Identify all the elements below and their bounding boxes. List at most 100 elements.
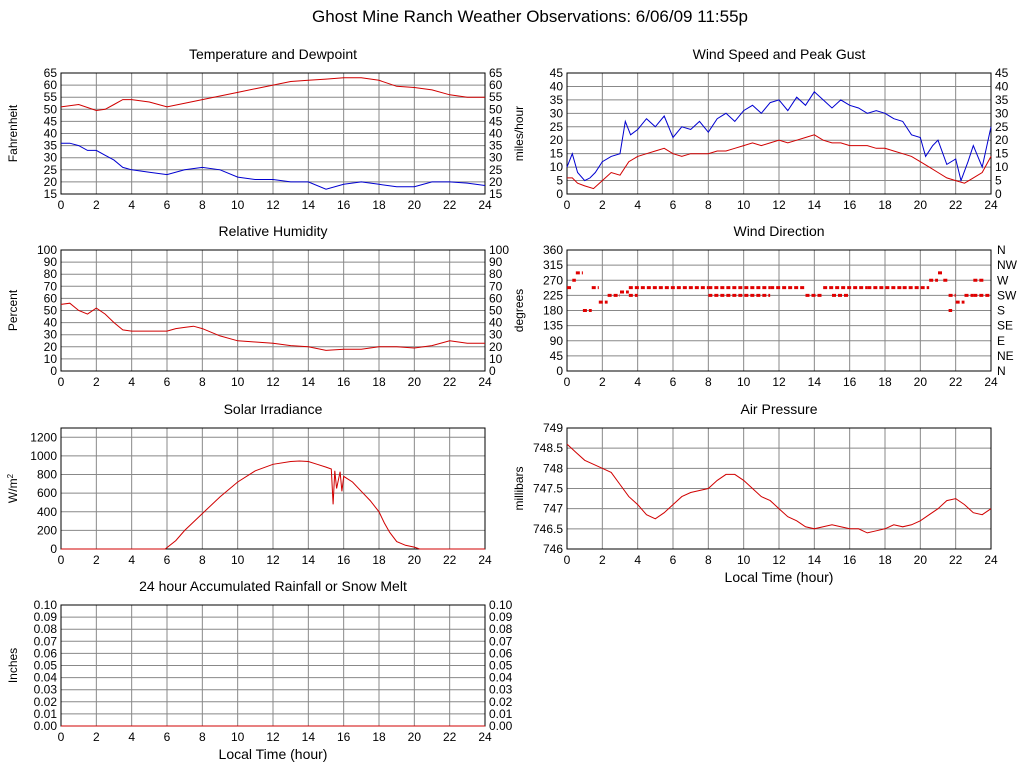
x-tick-label: 12 — [266, 198, 280, 212]
series-line-0 — [566, 443, 992, 534]
y-tick-label: 225 — [543, 288, 563, 302]
chart-title: 24 hour Accumulated Rainfall or Snow Mel… — [139, 578, 407, 594]
y-tick-label-right: 0.10 — [489, 598, 513, 612]
chart-title: Relative Humidity — [219, 223, 328, 239]
x-tick-label: 4 — [634, 375, 641, 389]
y-tick-label: 200 — [37, 523, 57, 537]
y-tick-label-right: 65 — [489, 66, 503, 80]
x-tick-label: 2 — [599, 198, 606, 212]
x-tick-label: 2 — [93, 730, 100, 744]
compass-label: SW — [997, 288, 1017, 302]
y-tick-label: 135 — [543, 319, 563, 333]
plot-frame — [566, 249, 992, 372]
y-tick-label: 0.00 — [34, 719, 58, 733]
compass-label: SE — [997, 319, 1013, 333]
y-tick-label: 400 — [37, 505, 57, 519]
y-tick-label: 0 — [556, 364, 563, 378]
y-tick-label: 5 — [556, 174, 563, 188]
y-tick-label: 15 — [44, 187, 58, 201]
y-tick-label: 25 — [44, 163, 58, 177]
y-tick-label: 50 — [44, 304, 58, 318]
y-tick-label-right: 30 — [995, 106, 1009, 120]
x-tick-label: 14 — [302, 198, 316, 212]
chart-title: Wind Speed and Peak Gust — [693, 46, 866, 62]
y-tick-label: 30 — [44, 328, 58, 342]
y-axis-label: Percent — [6, 289, 20, 331]
y-tick-label: 65 — [44, 66, 58, 80]
y-tick-label: 25 — [550, 120, 564, 134]
chart-title: Solar Irradiance — [224, 401, 323, 417]
y-tick-label: 748.5 — [533, 441, 563, 455]
y-tick-label: 315 — [543, 258, 563, 272]
y-tick-label-right: 35 — [995, 93, 1009, 107]
chart-title: Temperature and Dewpoint — [189, 46, 357, 62]
x-tick-label: 12 — [772, 198, 786, 212]
y-tick-label: 40 — [44, 316, 58, 330]
y-tick-label-right: 20 — [995, 133, 1009, 147]
y-tick-label: 10 — [44, 352, 58, 366]
compass-label: N — [997, 364, 1006, 378]
x-tick-label: 16 — [843, 198, 857, 212]
x-tick-label: 20 — [914, 198, 928, 212]
x-tick-label: 10 — [231, 553, 245, 567]
x-tick-label: 8 — [199, 375, 206, 389]
x-tick-label: 4 — [634, 553, 641, 567]
y-tick-label-right: 20 — [489, 340, 503, 354]
plot-frame — [60, 249, 486, 372]
x-tick-label: 4 — [128, 553, 135, 567]
x-tick-label: 20 — [914, 553, 928, 567]
y-tick-label: 45 — [550, 66, 564, 80]
y-tick-label: 0.04 — [34, 671, 58, 685]
y-tick-label-right: 20 — [489, 175, 503, 189]
x-tick-label: 6 — [164, 730, 171, 744]
y-tick-label-right: 50 — [489, 304, 503, 318]
x-tick-label: 22 — [949, 375, 963, 389]
y-tick-label-right: 40 — [489, 127, 503, 141]
x-tick-label: 16 — [337, 198, 351, 212]
y-tick-label: 0.05 — [34, 659, 58, 673]
x-tick-label: 14 — [808, 198, 822, 212]
y-tick-label-right: 0.00 — [489, 719, 513, 733]
x-tick-label: 2 — [599, 553, 606, 567]
y-tick-label: 0.02 — [34, 695, 58, 709]
x-tick-label: 12 — [266, 553, 280, 567]
compass-label: S — [997, 304, 1005, 318]
x-tick-label: 22 — [443, 553, 457, 567]
y-axis-label: degrees — [512, 289, 526, 332]
x-tick-label: 14 — [302, 553, 316, 567]
y-tick-label-right: 10 — [489, 352, 503, 366]
y-tick-label-right: 0.05 — [489, 659, 513, 673]
series-line-0 — [61, 460, 485, 550]
page-title: Ghost Mine Ranch Weather Observations: 6… — [312, 7, 748, 26]
y-tick-label: 749 — [543, 421, 563, 435]
x-tick-label: 6 — [670, 553, 677, 567]
y-tick-label: 20 — [550, 133, 564, 147]
x-tick-label: 8 — [199, 730, 206, 744]
y-tick-label: 746.5 — [533, 522, 563, 536]
x-tick-label: 0 — [564, 375, 571, 389]
x-tick-label: 12 — [772, 375, 786, 389]
y-tick-label-right: 35 — [489, 139, 503, 153]
plot-frame — [566, 427, 992, 550]
compass-label: W — [997, 273, 1009, 287]
y-tick-label: 30 — [44, 151, 58, 165]
x-tick-label: 4 — [128, 198, 135, 212]
x-axis-label: Local Time (hour) — [725, 569, 834, 585]
y-tick-label: 0.10 — [34, 598, 58, 612]
rainfall-chart: 24 hour Accumulated Rainfall or Snow Mel… — [6, 578, 513, 762]
x-tick-label: 20 — [914, 375, 928, 389]
x-tick-label: 0 — [58, 730, 65, 744]
y-axis-label: millibars — [512, 466, 526, 510]
x-tick-label: 2 — [93, 198, 100, 212]
x-tick-label: 14 — [302, 375, 316, 389]
y-tick-label: 748 — [543, 461, 563, 475]
x-tick-label: 16 — [337, 375, 351, 389]
y-tick-label: 50 — [44, 102, 58, 116]
y-tick-label-right: 90 — [489, 255, 503, 269]
series-line-1 — [567, 134, 992, 190]
x-tick-label: 2 — [93, 375, 100, 389]
series-line-0 — [60, 77, 485, 112]
y-tick-label: 20 — [44, 175, 58, 189]
x-tick-label: 24 — [984, 198, 998, 212]
